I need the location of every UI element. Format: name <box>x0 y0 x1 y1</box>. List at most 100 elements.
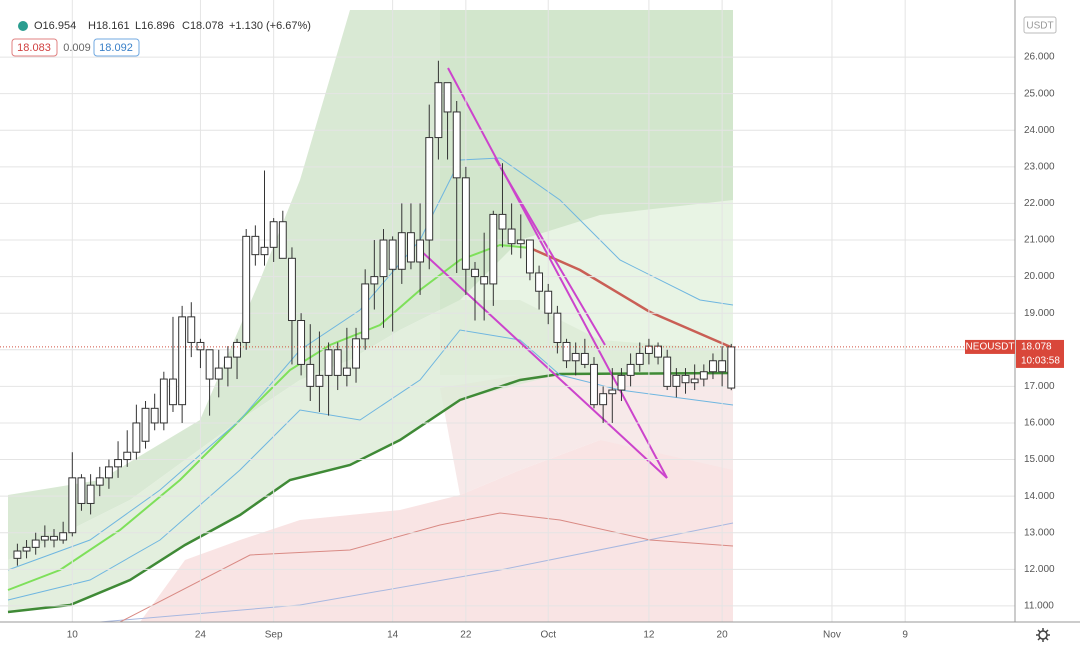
candle-body <box>251 235 260 256</box>
x-tick-label: Sep <box>265 630 283 641</box>
candle-body <box>352 338 360 369</box>
candles <box>13 60 736 566</box>
candle-body <box>507 228 516 245</box>
candle-body <box>617 374 626 391</box>
candle-body <box>461 177 470 270</box>
y-tick-label: 26.000 <box>1024 52 1055 63</box>
trend-line <box>119 512 734 623</box>
candle-body <box>31 539 40 548</box>
candle-body <box>315 374 324 387</box>
candle-body <box>516 239 525 245</box>
x-tick-label: 12 <box>643 630 655 641</box>
candle-body <box>635 352 644 365</box>
y-tick-label: 19.000 <box>1024 308 1055 319</box>
candle-body <box>397 232 406 270</box>
moving-average <box>7 371 734 614</box>
candle-body <box>178 316 187 406</box>
candle-body <box>169 378 177 406</box>
candle-body <box>727 346 736 389</box>
candle-body <box>86 484 95 504</box>
candle-body <box>407 232 415 263</box>
candle-body <box>342 367 351 376</box>
candle-body <box>123 451 132 461</box>
candle-body <box>434 82 443 139</box>
candle-body <box>223 356 232 369</box>
band-area <box>8 10 733 560</box>
candle-body <box>242 235 251 343</box>
candle-body <box>205 349 214 380</box>
symbol-box <box>965 339 1015 354</box>
candle-body <box>288 257 296 322</box>
y-tick-label: 24.000 <box>1024 125 1055 136</box>
y-tick-label: 25.000 <box>1024 88 1055 99</box>
countdown-label: 10:03:58 <box>1021 356 1060 367</box>
band-area <box>440 373 733 495</box>
candle-body <box>59 532 68 541</box>
candle-body <box>150 407 159 424</box>
legend-close: C18.078 <box>182 20 224 32</box>
currency-label: USDT <box>1026 21 1053 32</box>
y-tick-label: 20.000 <box>1024 271 1055 282</box>
candle-body <box>718 360 727 373</box>
candle-body <box>709 360 717 373</box>
y-tick-label: 15.000 <box>1024 454 1055 465</box>
candle-body <box>498 213 507 230</box>
legend-low: L16.896 <box>135 20 175 32</box>
candle-body <box>95 477 104 486</box>
candle-body <box>425 137 434 241</box>
candle-body <box>562 341 571 362</box>
candle-body <box>452 111 461 179</box>
candle-body <box>471 268 479 278</box>
candle-body <box>626 363 635 376</box>
candle-body <box>571 352 580 362</box>
indicator-box <box>11 38 58 57</box>
indicator-bands <box>7 10 734 623</box>
candle-body <box>233 341 241 358</box>
candle-body <box>681 374 690 384</box>
y-tick-label: 23.000 <box>1024 161 1055 172</box>
price-labels: NEOUSDT 18.078 10:03:58 <box>0 339 1064 368</box>
y-tick-label: 12.000 <box>1024 564 1055 575</box>
candle-body <box>690 378 699 384</box>
candle-body <box>68 477 77 534</box>
candle-body <box>132 422 141 453</box>
candle-body <box>141 407 150 442</box>
legend-open: O16.954 <box>34 20 76 32</box>
x-tick-label: Nov <box>823 630 841 641</box>
indicator-mid: 0.009 <box>63 42 91 54</box>
candle-body <box>644 345 653 354</box>
gear[interactable] <box>1038 630 1048 640</box>
candle-body <box>269 221 278 248</box>
candle-body <box>535 272 544 292</box>
candle-body <box>416 239 425 263</box>
candle-body <box>525 239 534 274</box>
x-tick-label: 10 <box>67 630 79 641</box>
last-price-label: 18.078 <box>1021 342 1052 353</box>
candle-body <box>297 320 306 365</box>
candle-body <box>590 363 598 406</box>
candle-body <box>104 466 113 479</box>
price-box <box>1016 339 1064 368</box>
candle-body <box>214 367 223 380</box>
candle-body <box>599 393 608 406</box>
y-tick-label: 13.000 <box>1024 527 1055 538</box>
candle-body <box>114 459 122 468</box>
candle-body <box>654 345 662 358</box>
x-tick-label: 20 <box>717 630 729 641</box>
x-tick-label: 9 <box>902 630 908 641</box>
y-tick-label: 22.000 <box>1024 198 1055 209</box>
x-tick-label: Oct <box>540 630 556 641</box>
candle-body <box>196 341 205 351</box>
candle-body <box>580 352 589 365</box>
candle-body <box>260 246 269 256</box>
settings-icon[interactable] <box>1036 628 1050 642</box>
candle-body <box>699 371 708 380</box>
gear-teeth[interactable] <box>1036 628 1050 642</box>
candle-body <box>553 312 562 343</box>
candle-body <box>388 239 397 270</box>
y-tick-label: 16.000 <box>1024 418 1055 429</box>
candle-body <box>480 276 489 285</box>
candle-body <box>489 213 498 285</box>
candle-body <box>443 82 452 113</box>
candle-body <box>663 356 672 387</box>
